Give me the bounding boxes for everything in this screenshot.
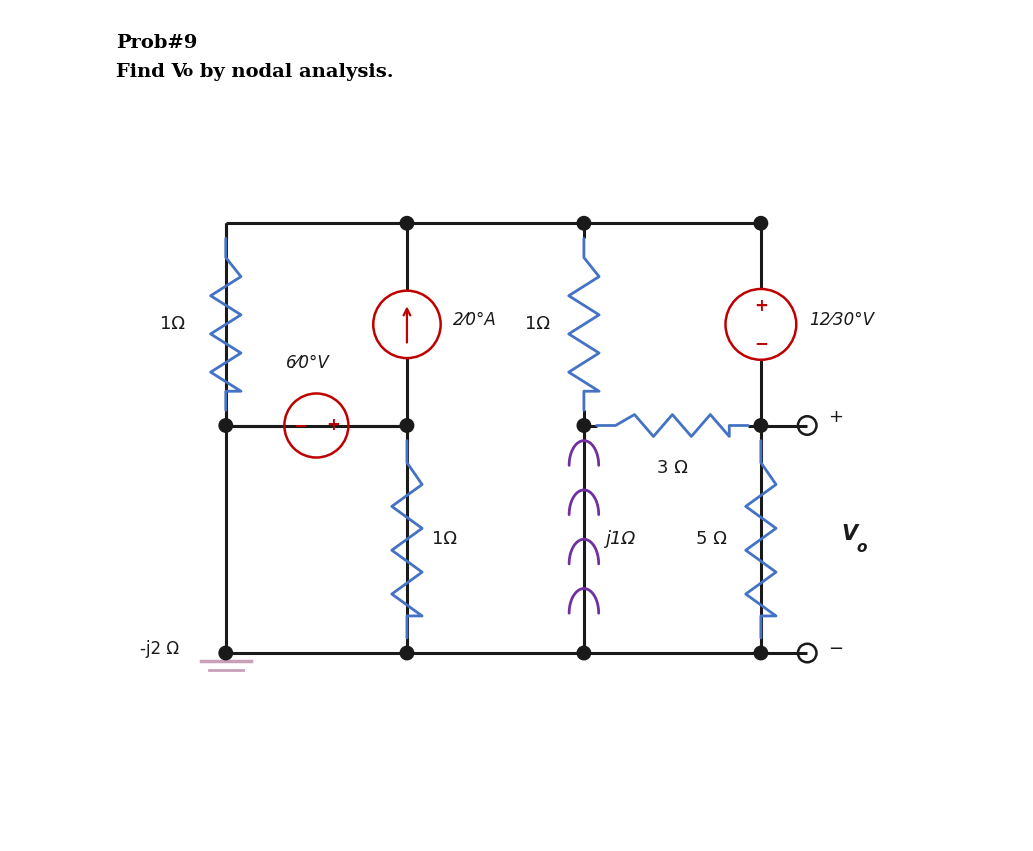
Text: 3 Ω: 3 Ω bbox=[657, 460, 688, 477]
Circle shape bbox=[219, 646, 232, 660]
Circle shape bbox=[577, 216, 591, 230]
Text: 1Ω: 1Ω bbox=[432, 530, 458, 548]
Text: 1Ω: 1Ω bbox=[525, 316, 551, 334]
Circle shape bbox=[219, 419, 232, 432]
Text: o: o bbox=[856, 540, 867, 555]
Circle shape bbox=[400, 216, 413, 230]
Circle shape bbox=[577, 646, 591, 660]
Text: o: o bbox=[183, 65, 192, 79]
Text: +: + bbox=[828, 408, 843, 426]
Circle shape bbox=[400, 419, 413, 432]
Circle shape bbox=[754, 216, 768, 230]
Text: 6⁄0°V: 6⁄0°V bbox=[286, 354, 330, 373]
Text: -j2 Ω: -j2 Ω bbox=[140, 640, 180, 658]
Circle shape bbox=[400, 646, 413, 660]
Text: V: V bbox=[841, 524, 857, 544]
Text: Prob#9: Prob#9 bbox=[117, 34, 197, 52]
Circle shape bbox=[577, 419, 591, 432]
Circle shape bbox=[754, 419, 768, 432]
Text: by nodal analysis.: by nodal analysis. bbox=[193, 63, 394, 81]
Text: +: + bbox=[326, 416, 340, 435]
Circle shape bbox=[754, 646, 768, 660]
Text: Find V: Find V bbox=[117, 63, 187, 81]
Text: j1Ω: j1Ω bbox=[605, 530, 635, 548]
Text: 12⁄30°V: 12⁄30°V bbox=[809, 311, 874, 329]
Text: −: − bbox=[754, 334, 768, 351]
Text: −: − bbox=[828, 640, 843, 658]
Text: +: + bbox=[754, 297, 768, 315]
Text: 2⁄0°A: 2⁄0°A bbox=[453, 311, 497, 329]
Text: −: − bbox=[292, 416, 307, 435]
Text: 1Ω: 1Ω bbox=[160, 316, 185, 334]
Text: 5 Ω: 5 Ω bbox=[696, 530, 727, 548]
